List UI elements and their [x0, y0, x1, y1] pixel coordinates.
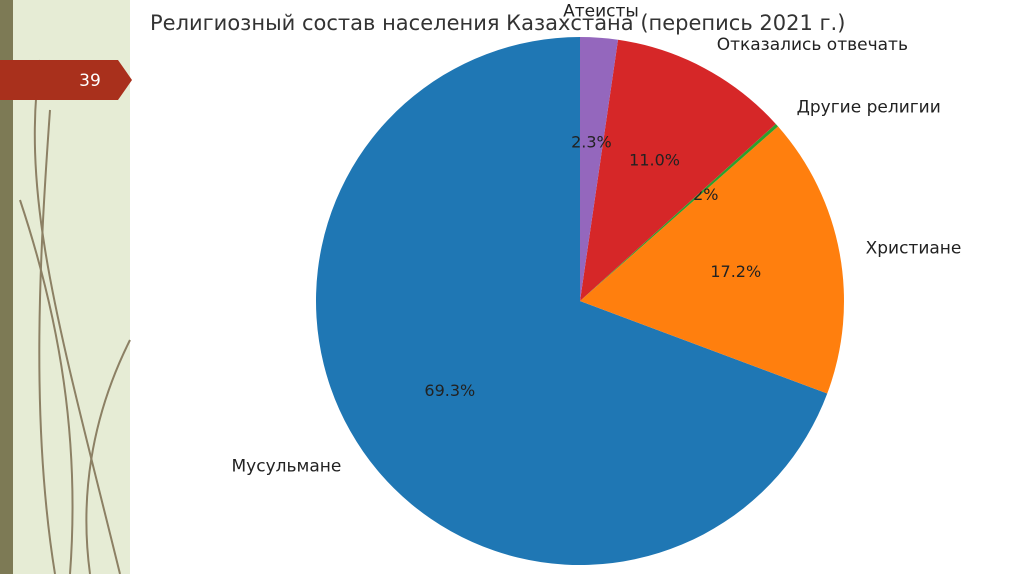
- category-label: Отказались отвечать: [717, 35, 908, 55]
- category-label: Христиане: [866, 238, 962, 258]
- pie-slice: [580, 123, 779, 301]
- value-label: 17.2%: [710, 262, 761, 281]
- category-label: Атеисты: [563, 1, 639, 21]
- pie-slice: [315, 37, 828, 566]
- chart-title: Религиозный состав населения Казахстана …: [150, 11, 845, 35]
- pie-slice: [580, 37, 619, 301]
- decor-lines: [19, 59, 131, 574]
- side-stripe: [0, 0, 13, 574]
- value-label: 11.0%: [629, 151, 680, 170]
- pie-slice: [580, 39, 776, 302]
- value-label: 2.3%: [571, 133, 612, 152]
- slide-number-banner: [0, 60, 132, 100]
- slide-number: 39: [79, 71, 101, 91]
- pie-slice: [580, 126, 844, 394]
- value-label: 69.3%: [424, 381, 475, 400]
- category-label: Другие религии: [797, 98, 941, 118]
- category-label: Мусульмане: [232, 456, 342, 476]
